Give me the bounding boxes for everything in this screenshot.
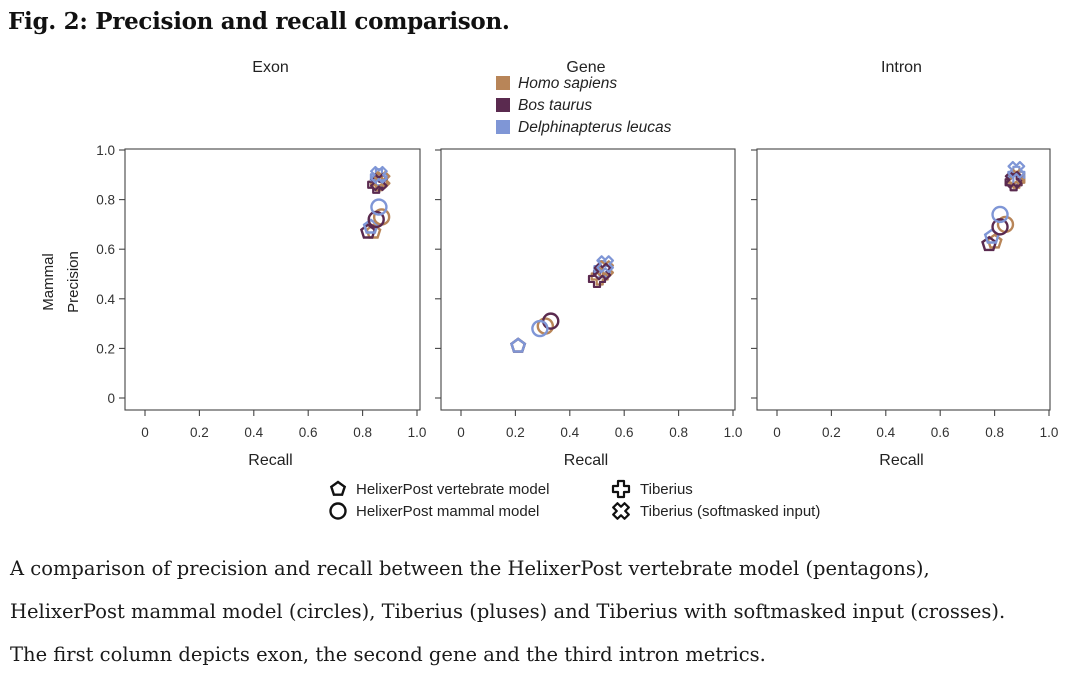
- data-point-exon-circle: [370, 198, 388, 216]
- legend-swatch-homo-sapiens: [496, 76, 510, 90]
- y-tick-label: 1.0: [96, 143, 115, 158]
- legend-marker-cross: [612, 502, 630, 520]
- y-tick-label: 0.2: [96, 341, 115, 356]
- caption-line: HelixerPost mammal model (circles), Tibe…: [10, 600, 1006, 623]
- x-tick-label: 1.0: [724, 425, 743, 440]
- y-tick-label: 0.6: [96, 242, 115, 257]
- panel-title-gene: Gene: [566, 59, 605, 76]
- y-axis-label: Mammal: [40, 253, 57, 311]
- x-tick-label: 0: [141, 425, 149, 440]
- precision-recall-figure: Mammal Precision Exon 0 0.2 0.4 0.6 0.8 1.0 0 0.2 0…: [40, 59, 1059, 520]
- data-point-exon-plus: [367, 175, 386, 194]
- caption-line: A comparison of precision and recall bet…: [10, 557, 930, 580]
- x-tick-label: 1.0: [408, 425, 427, 440]
- data-point-intron-circle: [991, 218, 1009, 236]
- data-point-gene-circle: [531, 319, 549, 338]
- legend-swatch-delphinapterus-leucas: [496, 120, 510, 134]
- legend-swatch-bos-taurus: [496, 98, 510, 112]
- data-point-gene-cross: [593, 262, 612, 281]
- data-point-intron-plus: [1004, 173, 1023, 192]
- figure-title: Fig. 2: Precision and recall comparison.: [8, 8, 510, 35]
- legend-marker-plus: [611, 479, 631, 499]
- legend-model-label: Tiberius (softmasked input): [640, 503, 820, 520]
- data-point-exon-pentagon: [362, 218, 379, 234]
- y-tick-label: 0.4: [96, 292, 115, 307]
- x-tick-label: 1.0: [1040, 425, 1059, 440]
- data-point-gene-plus: [593, 259, 612, 279]
- y-axis-label: Precision: [65, 251, 82, 313]
- legend-species-label: Bos taurus: [518, 97, 592, 114]
- x-tick-label: 0: [773, 425, 781, 440]
- x-tick-label: 0.6: [931, 425, 950, 440]
- x-tick-label: 0.8: [669, 425, 688, 440]
- x-tick-label: 0.2: [822, 425, 841, 440]
- x-axis-label-exon: Recall: [248, 452, 292, 469]
- x-axis-label-gene: Recall: [564, 452, 608, 469]
- x-tick-label: 0: [457, 425, 465, 440]
- panel-frame-gene: [440, 148, 736, 411]
- legend-marker-circle: [329, 502, 347, 520]
- data-point-exon-cross: [370, 165, 388, 184]
- x-tick-label: 0.4: [876, 425, 895, 440]
- data-point-intron-cross: [1007, 160, 1026, 179]
- legend-species-label: Delphinapterus leucas: [518, 119, 672, 136]
- x-axis-label-intron: Recall: [879, 452, 923, 469]
- data-point-gene-pentagon: [510, 337, 527, 353]
- legend-marker-pentagon: [329, 480, 347, 496]
- legend-model-label: HelixerPost mammal model: [356, 503, 539, 520]
- data-point-intron-plus: [1007, 165, 1026, 184]
- caption-line: The first column depicts exon, the secon…: [10, 643, 766, 666]
- panel-frame-exon: [124, 148, 421, 411]
- panel-frame-intron: [756, 148, 1051, 411]
- x-tick-label: 0.8: [985, 425, 1004, 440]
- legend-model-label: HelixerPost vertebrate model: [356, 481, 549, 498]
- legend-model-label: Tiberius: [640, 481, 693, 498]
- data-point-intron-circle: [991, 205, 1009, 224]
- x-tick-label: 0.6: [615, 425, 634, 440]
- data-point-exon-circle: [367, 210, 385, 229]
- x-tick-label: 0.2: [190, 425, 209, 440]
- x-tick-label: 0.8: [353, 425, 372, 440]
- panel-title-exon: Exon: [252, 59, 288, 76]
- x-tick-label: 0.4: [560, 425, 579, 440]
- y-tick-label: 0.8: [96, 193, 115, 208]
- data-point-gene-plus: [590, 267, 609, 286]
- x-tick-label: 0.2: [506, 425, 525, 440]
- x-tick-label: 0.6: [299, 425, 318, 440]
- x-tick-label: 0.4: [244, 425, 263, 440]
- data-point-gene-cross: [596, 255, 615, 273]
- figure-caption: A comparison of precision and recall bet…: [10, 547, 1075, 676]
- data-point-exon-pentagon: [365, 223, 382, 239]
- data-point-intron-pentagon: [981, 235, 998, 252]
- data-point-exon-pentagon: [359, 223, 377, 239]
- y-tick-label: 0: [107, 391, 115, 406]
- legend-species-label: Homo sapiens: [518, 75, 617, 92]
- panel-title-intron: Intron: [881, 59, 922, 76]
